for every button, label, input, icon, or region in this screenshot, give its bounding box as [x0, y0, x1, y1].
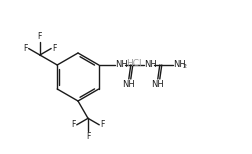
Text: F: F	[71, 120, 75, 129]
Text: HCl: HCl	[125, 59, 141, 67]
Text: 2: 2	[181, 64, 185, 69]
Text: F: F	[100, 120, 104, 129]
Text: NH: NH	[114, 60, 127, 69]
Text: NH: NH	[172, 60, 185, 69]
Text: NH: NH	[143, 60, 156, 69]
Text: NH: NH	[122, 80, 135, 89]
Text: NH: NH	[151, 80, 164, 89]
Text: F: F	[85, 132, 90, 141]
Text: F: F	[52, 44, 56, 53]
Text: F: F	[38, 32, 42, 41]
Text: F: F	[23, 44, 27, 53]
